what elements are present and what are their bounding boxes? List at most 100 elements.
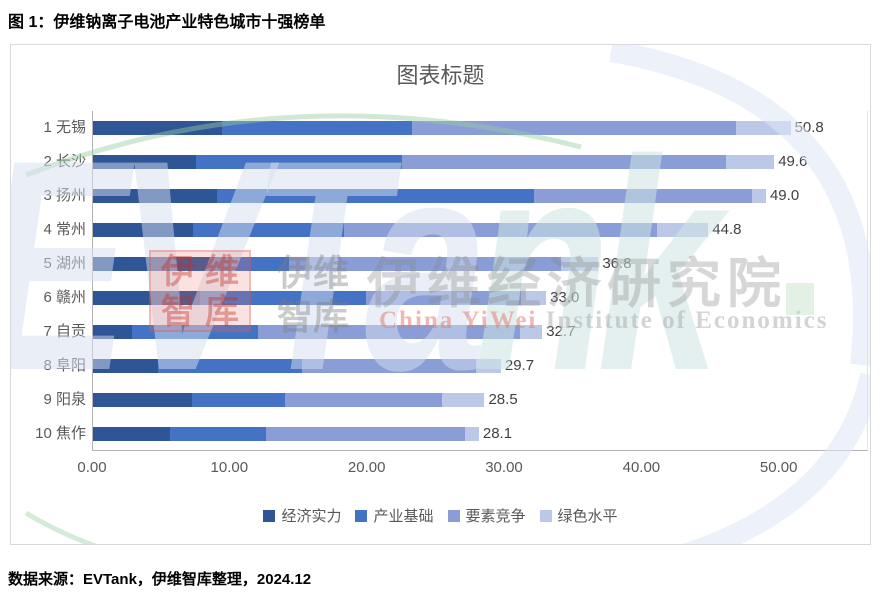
category-label: 4 常州: [43, 221, 86, 238]
x-tick-label: 0.00: [77, 459, 107, 476]
bar-segment: [533, 189, 753, 203]
page-title: 图 1：伊维钠离子电池产业特色城市十强榜单: [8, 14, 326, 31]
legend-item: 产业基础: [355, 505, 434, 526]
category-label: 7 自贡: [43, 323, 86, 340]
value-label: 32.7: [546, 323, 576, 340]
bar-segment: [657, 223, 709, 237]
category-label: 5 湖州: [43, 255, 86, 272]
value-label: 36.8: [602, 255, 632, 272]
legend-label: 绿色水平: [557, 508, 618, 525]
bar-segment: [735, 121, 791, 135]
value-label: 29.7: [504, 357, 535, 374]
bar-segment: [193, 223, 345, 237]
bar-segment: [200, 291, 367, 305]
bar-row: 3 扬州 49.0: [43, 179, 867, 213]
bar-row: 6 赣州 33.0: [43, 281, 867, 315]
bar-segment: [520, 325, 543, 339]
legend-label: 要素竞争: [465, 508, 526, 525]
bar-row: 5 湖州 36.8: [43, 247, 867, 281]
bar-segment: [93, 325, 132, 339]
bar-row: 2 长沙 49.6: [43, 145, 867, 179]
stacked-bar: 29.7: [93, 357, 535, 374]
category-label: 3 扬州: [43, 187, 86, 204]
bar-segment: [93, 155, 196, 169]
value-label: 44.8: [712, 221, 742, 238]
bar-segment: [93, 393, 192, 407]
bar-segment: [93, 359, 158, 373]
bar-segment: [301, 359, 477, 373]
source-note: 数据来源：EVTank，伊维智库整理，2024.12: [8, 571, 312, 588]
bar-segment: [411, 121, 736, 135]
bar-segment: [93, 189, 217, 203]
legend-swatch: [355, 509, 368, 522]
bar-segment: [230, 257, 290, 271]
value-label: 49.6: [778, 153, 808, 170]
bar-segment: [191, 393, 286, 407]
bar-segment: [521, 291, 547, 305]
stacked-bar: 50.8: [93, 119, 824, 136]
legend: 经济实力 产业基础 要素竞争 绿色水平: [11, 505, 870, 526]
category-label: 8 阜阳: [43, 357, 86, 374]
bar-row: 7 自贡 32.7: [43, 315, 867, 349]
stacked-bar: 44.8: [93, 221, 742, 238]
bar-row: 10 焦作 28.1: [35, 417, 867, 451]
bar-segment: [93, 257, 231, 271]
bar-row: 8 阜阳 29.7: [43, 349, 867, 383]
stacked-bar: 28.5: [93, 391, 518, 408]
bar-segment: [222, 121, 412, 135]
bar-segment: [402, 155, 727, 169]
bar-segment: [285, 393, 442, 407]
bar-row: 1 无锡 50.8: [43, 111, 867, 145]
bar-segment: [93, 223, 194, 237]
value-label: 28.5: [488, 391, 518, 408]
category-label: 9 阳泉: [43, 391, 86, 408]
bar-segment: [441, 393, 485, 407]
bar-segment: [157, 359, 302, 373]
stacked-bar: 28.1: [93, 426, 512, 441]
value-label: 49.0: [769, 187, 800, 204]
bar-segment: [265, 427, 466, 441]
legend-item: 绿色水平: [539, 505, 618, 526]
legend-label: 产业基础: [373, 508, 434, 525]
bar-segment: [131, 325, 258, 339]
stacked-bar: 49.6: [93, 153, 808, 170]
value-label: 50.8: [794, 119, 824, 136]
x-tick-label: 20.00: [347, 459, 386, 476]
category-label: 10 焦作: [35, 425, 86, 442]
x-axis: 0.00 10.00 20.00 30.00 40.00 50.00: [77, 459, 868, 479]
bar-segment: [726, 155, 775, 169]
x-tick-label: 50.00: [759, 459, 798, 476]
stacked-bar: 36.8: [93, 255, 632, 272]
bar-segment: [289, 257, 562, 271]
bar-segment: [169, 427, 266, 441]
legend-item: 要素竞争: [447, 505, 526, 526]
category-label: 6 赣州: [43, 289, 86, 306]
category-label: 1 无锡: [43, 119, 86, 136]
chart-container: 图表标题 1 无锡 50.8 2 长沙 49.6 3 扬州 49.0 4 常州 44.8 5 湖…: [10, 44, 871, 545]
bar-segment: [344, 223, 658, 237]
bar-segment: [216, 189, 534, 203]
legend-swatch: [263, 509, 276, 522]
bar-segment: [196, 155, 402, 169]
category-label: 2 长沙: [43, 153, 86, 170]
bar-segment: [561, 257, 599, 271]
bar-segment: [366, 291, 522, 305]
bar-segment: [476, 359, 501, 373]
legend-swatch: [447, 509, 460, 522]
bar-segment: [93, 121, 223, 135]
plot-area: 1 无锡 50.8 2 长沙 49.6 3 扬州 49.0 4 常州 44.8 5 湖州 36.8…: [35, 111, 868, 451]
stacked-bar: 32.7: [93, 323, 576, 340]
stacked-bar: 33.0: [93, 289, 580, 306]
bar-segment: [752, 189, 766, 203]
x-tick-label: 10.00: [210, 459, 249, 476]
chart-title: 图表标题: [396, 63, 485, 88]
stacked-bar: 49.0: [93, 187, 800, 204]
value-label: 33.0: [550, 289, 580, 306]
legend-item: 经济实力: [263, 505, 341, 526]
x-tick-label: 30.00: [485, 459, 523, 476]
bar-segment: [465, 427, 479, 441]
legend-swatch: [539, 509, 552, 522]
bar-row: 4 常州 44.8: [43, 213, 867, 247]
bar-segment: [93, 291, 201, 305]
